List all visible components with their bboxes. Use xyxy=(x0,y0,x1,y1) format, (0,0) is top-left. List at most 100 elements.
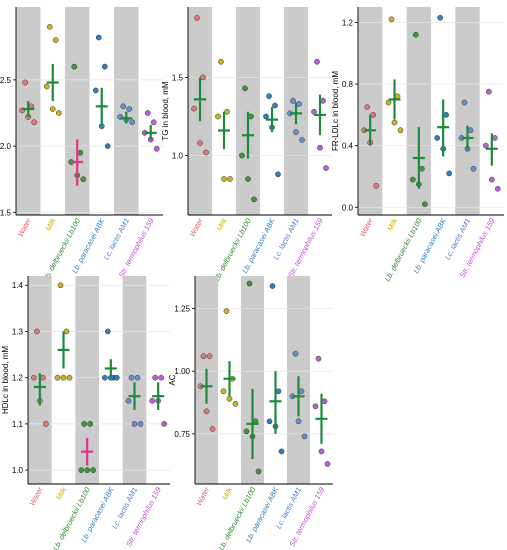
data-point xyxy=(301,433,308,440)
y-tick-label: 1.5 xyxy=(0,208,12,217)
data-point xyxy=(120,103,127,110)
data-point xyxy=(161,421,168,427)
data-point xyxy=(485,88,492,95)
data-point xyxy=(42,421,49,427)
data-point xyxy=(137,421,144,427)
data-point xyxy=(220,388,227,395)
category-label: Water xyxy=(27,485,44,507)
data-point xyxy=(49,106,56,112)
data-point xyxy=(227,176,233,182)
data-point xyxy=(295,418,302,425)
data-point xyxy=(461,99,468,106)
data-point xyxy=(443,112,450,118)
category-label: Water xyxy=(358,216,375,238)
data-point xyxy=(394,93,401,100)
data-point xyxy=(397,127,404,134)
category-label: Water xyxy=(188,216,205,238)
data-point xyxy=(215,113,221,120)
data-point xyxy=(52,37,59,43)
data-point xyxy=(39,374,46,381)
y-tick-label: 1.2 xyxy=(342,18,354,27)
data-point xyxy=(255,468,262,475)
data-point xyxy=(323,165,329,171)
data-point xyxy=(275,388,282,395)
category-band xyxy=(114,7,139,215)
data-point xyxy=(128,374,135,381)
data-point xyxy=(317,144,323,151)
y-axis-title: FR-LDLc in blood, mM xyxy=(331,71,340,151)
data-point xyxy=(320,97,326,104)
data-point xyxy=(30,374,37,381)
data-point xyxy=(90,467,97,473)
data-point xyxy=(150,119,157,126)
data-point xyxy=(22,79,29,86)
data-point xyxy=(221,176,227,182)
data-point xyxy=(84,467,91,473)
data-point xyxy=(194,15,200,21)
chart-panel-4: 1.0 1.1 1.2 1.3 1.4 HDLc in blood, mM Water Mil… xyxy=(1,276,170,550)
data-point xyxy=(298,388,305,395)
data-point xyxy=(33,328,40,335)
data-point xyxy=(197,140,203,146)
data-point xyxy=(239,152,245,159)
y-tick-label: 0.75 xyxy=(174,430,190,439)
data-point xyxy=(318,448,325,455)
y-tick-label: 1.4 xyxy=(12,281,24,290)
data-point xyxy=(370,112,377,118)
category-label: Milk xyxy=(215,216,229,232)
data-point xyxy=(101,63,108,70)
y-tick-label: 1.0 xyxy=(172,152,184,161)
data-point xyxy=(80,176,87,183)
data-point xyxy=(101,374,108,381)
data-point xyxy=(470,165,477,172)
y-tick-label: 1.3 xyxy=(12,327,24,336)
data-point xyxy=(152,374,159,381)
data-point xyxy=(391,119,398,126)
data-point xyxy=(226,395,233,402)
data-point xyxy=(224,108,230,115)
data-point xyxy=(200,74,206,81)
data-point xyxy=(31,119,38,126)
data-point xyxy=(158,374,165,381)
data-point xyxy=(293,129,299,135)
data-point xyxy=(203,408,210,415)
category-label: Water xyxy=(194,485,211,507)
data-point xyxy=(278,448,285,455)
data-point xyxy=(299,137,305,143)
y-tick-label: 0.0 xyxy=(342,203,354,212)
data-point xyxy=(54,374,61,381)
data-point xyxy=(491,135,498,141)
data-point xyxy=(95,34,102,41)
y-axis-title: AC xyxy=(168,374,177,385)
data-point xyxy=(245,176,251,182)
data-point xyxy=(113,374,120,381)
y-tick-label: 1.25 xyxy=(174,305,190,314)
data-point xyxy=(494,185,501,192)
data-point xyxy=(92,87,99,94)
data-point xyxy=(55,110,62,116)
data-point xyxy=(437,14,444,21)
data-point xyxy=(144,110,151,116)
data-point xyxy=(266,93,272,99)
data-point xyxy=(311,108,317,115)
category-label: Milk xyxy=(54,485,68,501)
chart-panel-3: 0.0 0.4 0.8 1.2 FR-LDLc in blood, mM Water Mil… xyxy=(331,7,504,283)
data-point xyxy=(77,149,84,156)
data-point xyxy=(104,328,111,335)
category-label: Milk xyxy=(385,216,399,232)
data-point xyxy=(218,58,224,65)
category-label: Milk xyxy=(220,485,234,501)
data-point xyxy=(242,85,248,92)
data-point xyxy=(275,171,281,178)
data-point xyxy=(482,142,489,149)
data-point xyxy=(63,328,70,335)
data-point xyxy=(246,280,253,287)
data-point xyxy=(71,63,78,70)
data-point xyxy=(153,145,160,152)
data-point xyxy=(272,102,278,109)
data-point xyxy=(467,127,474,134)
data-point xyxy=(57,282,64,289)
data-point xyxy=(87,421,94,427)
